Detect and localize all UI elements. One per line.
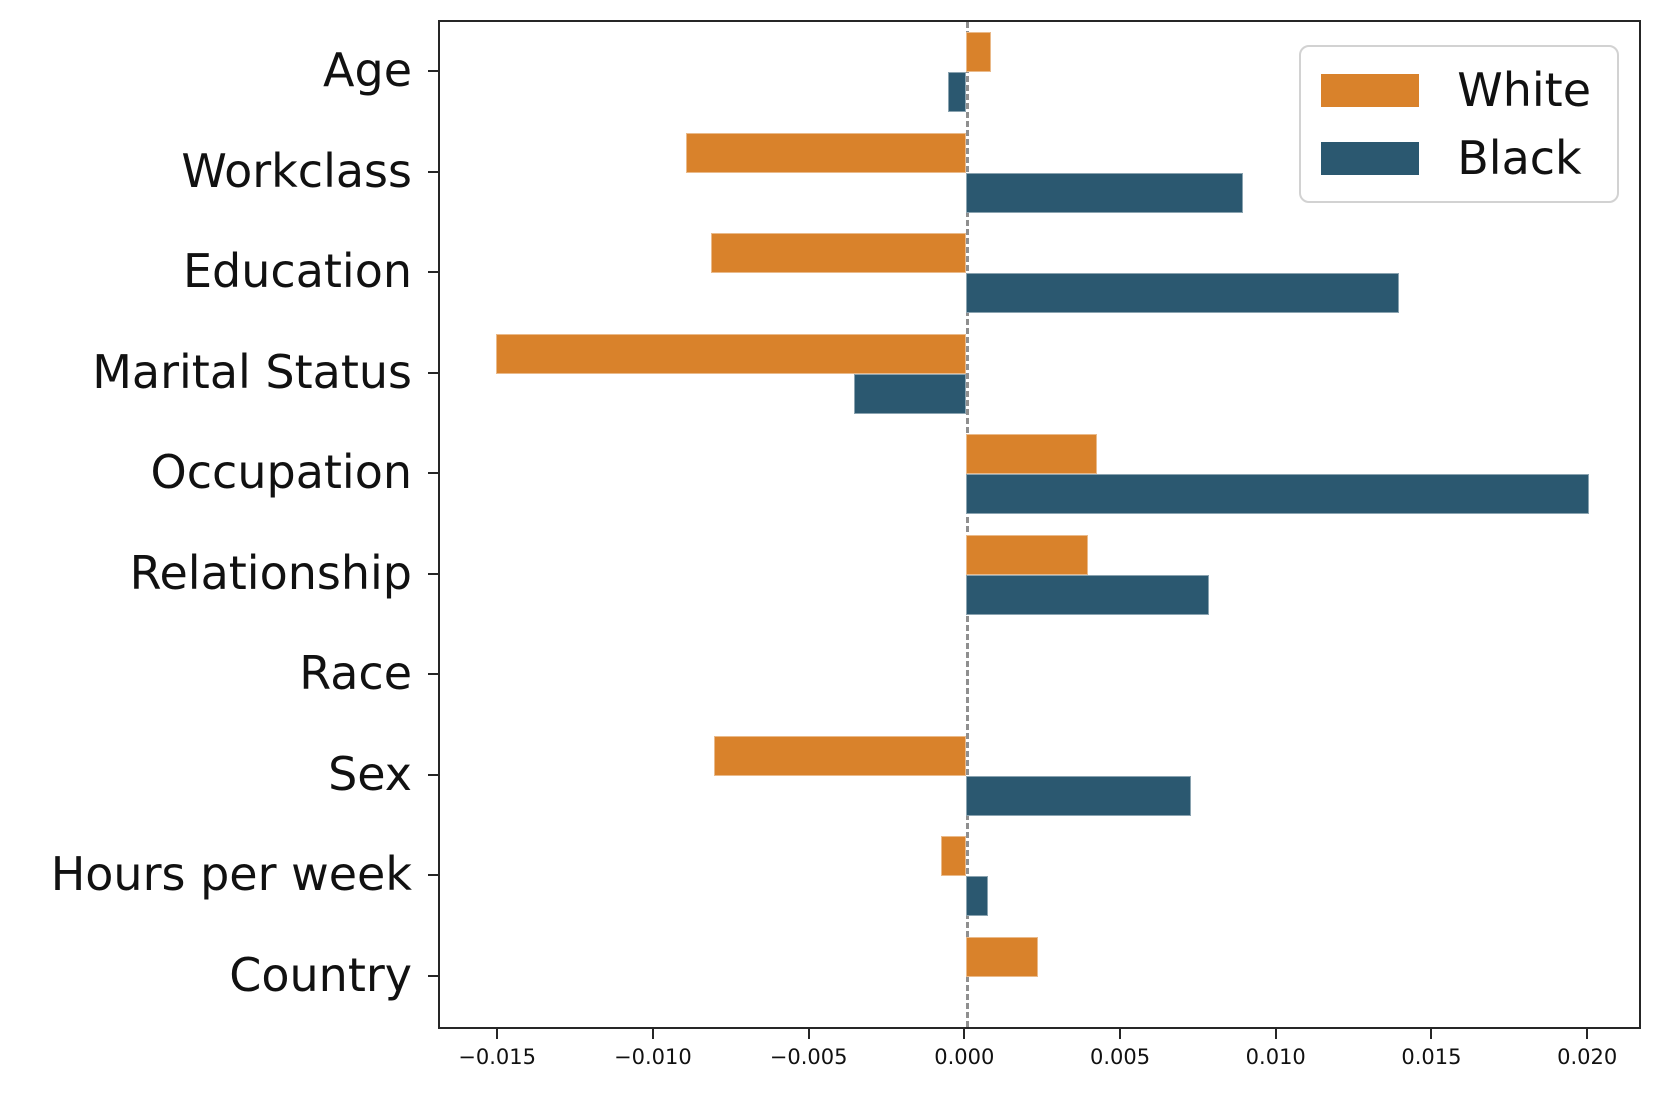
x-tick-label-0: −0.015 <box>458 1045 537 1069</box>
y-tick-label-education: Education <box>182 244 412 299</box>
x-tick-label-6: 0.015 <box>1401 1045 1462 1069</box>
y-tick-label-relationship: Relationship <box>129 545 412 600</box>
legend-item-black: Black <box>1321 135 1591 181</box>
bar-white-marital-status <box>496 333 967 374</box>
x-tick-5 <box>1274 1029 1277 1039</box>
bar-black-workclass <box>966 172 1244 213</box>
legend-label-black: Black <box>1457 131 1582 185</box>
x-tick-4 <box>1119 1029 1122 1039</box>
x-tick-0 <box>496 1029 499 1039</box>
y-tick-label-country: Country <box>229 947 412 1002</box>
x-tick-6 <box>1430 1029 1433 1039</box>
bar-black-occupation <box>966 474 1590 515</box>
y-tick-occupation <box>428 472 438 475</box>
plot-area: White Black <box>438 20 1641 1029</box>
x-tick-7 <box>1586 1029 1589 1039</box>
bar-black-marital-status <box>854 373 967 414</box>
bar-white-workclass <box>686 132 967 173</box>
x-tick-label-7: 0.020 <box>1557 1045 1618 1069</box>
x-tick-3 <box>963 1029 966 1039</box>
y-tick-label-hours-per-week: Hours per week <box>50 847 412 902</box>
y-tick-label-race: Race <box>299 646 412 701</box>
y-tick-label-marital-status: Marital Status <box>92 344 412 399</box>
x-tick-1 <box>651 1029 654 1039</box>
y-tick-label-occupation: Occupation <box>150 445 412 500</box>
bar-white-sex <box>714 735 967 776</box>
bar-black-relationship <box>966 574 1210 615</box>
bar-black-age <box>947 72 967 113</box>
y-tick-education <box>428 271 438 274</box>
y-tick-sex <box>428 773 438 776</box>
bar-white-hours-per-week <box>941 836 967 877</box>
y-tick-label-sex: Sex <box>328 746 412 801</box>
x-tick-label-1: −0.010 <box>614 1045 692 1069</box>
bar-white-education <box>710 233 967 274</box>
bar-white-age <box>966 32 992 73</box>
y-tick-age <box>428 70 438 73</box>
legend-swatch-black <box>1321 141 1420 175</box>
y-tick-race <box>428 673 438 676</box>
x-tick-label-3: 0.000 <box>934 1045 995 1069</box>
y-tick-relationship <box>428 572 438 575</box>
bar-white-country <box>966 936 1038 977</box>
bar-black-education <box>966 273 1400 314</box>
bar-white-occupation <box>966 434 1098 475</box>
legend: White Black <box>1299 45 1619 203</box>
legend-swatch-white <box>1321 73 1420 107</box>
x-tick-label-5: 0.010 <box>1245 1045 1306 1069</box>
y-tick-workclass <box>428 170 438 173</box>
y-tick-hours-per-week <box>428 874 438 877</box>
x-tick-2 <box>807 1029 810 1039</box>
x-tick-label-4: 0.005 <box>1089 1045 1151 1069</box>
x-tick-label-2: −0.005 <box>769 1045 848 1069</box>
y-tick-label-age: Age <box>323 43 412 98</box>
y-tick-country <box>428 974 438 977</box>
y-tick-marital-status <box>428 371 438 374</box>
bar-white-relationship <box>966 534 1088 575</box>
y-tick-label-workclass: Workclass <box>181 143 412 198</box>
zero-dashed-line <box>966 22 970 1027</box>
bar-black-sex <box>966 775 1191 816</box>
legend-label-white: White <box>1457 63 1591 117</box>
legend-item-white: White <box>1321 67 1591 113</box>
bar-black-hours-per-week <box>966 876 989 917</box>
